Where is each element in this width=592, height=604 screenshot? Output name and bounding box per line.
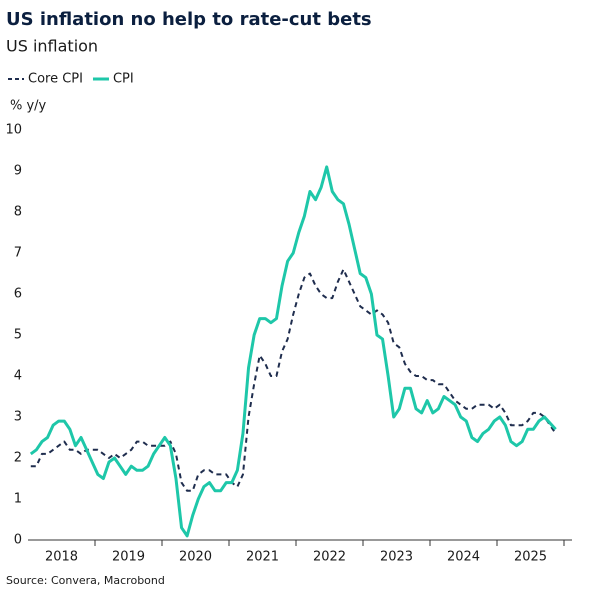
y-tick-label: 6 <box>14 287 22 302</box>
source: Source: Convera, Macrobond <box>6 574 165 587</box>
y-tick-label: 3 <box>14 410 22 425</box>
series-line <box>30 268 557 492</box>
y-tick-label: 4 <box>14 369 22 384</box>
y-tick-label: 2 <box>14 451 22 466</box>
x-tick-label: 2019 <box>112 550 145 565</box>
x-tick-label: 2025 <box>514 550 547 565</box>
x-tick-label: 2024 <box>447 550 480 565</box>
y-tick-label: 10 <box>5 123 22 138</box>
series-line <box>29 165 557 538</box>
y-tick-label: 7 <box>14 246 22 261</box>
x-tick-label: 2022 <box>313 550 346 565</box>
y-tick-label: 5 <box>14 328 22 343</box>
x-tick-label: 2018 <box>45 550 78 565</box>
y-tick-label: 8 <box>14 205 22 220</box>
legend-label: Core CPI <box>28 72 83 87</box>
legend-label: CPI <box>113 72 134 87</box>
y-tick-label: 9 <box>14 164 22 179</box>
y-axis-label: % y/y <box>10 99 47 114</box>
x-tick-label: 2021 <box>246 550 279 565</box>
y-tick-label: 1 <box>14 492 22 507</box>
chart-subtitle: US inflation <box>6 37 98 56</box>
chart-title: US inflation no help to rate-cut bets <box>6 9 372 30</box>
x-tick-label: 2023 <box>380 550 413 565</box>
y-tick-label: 0 <box>14 533 22 548</box>
x-tick-label: 2020 <box>179 550 212 565</box>
